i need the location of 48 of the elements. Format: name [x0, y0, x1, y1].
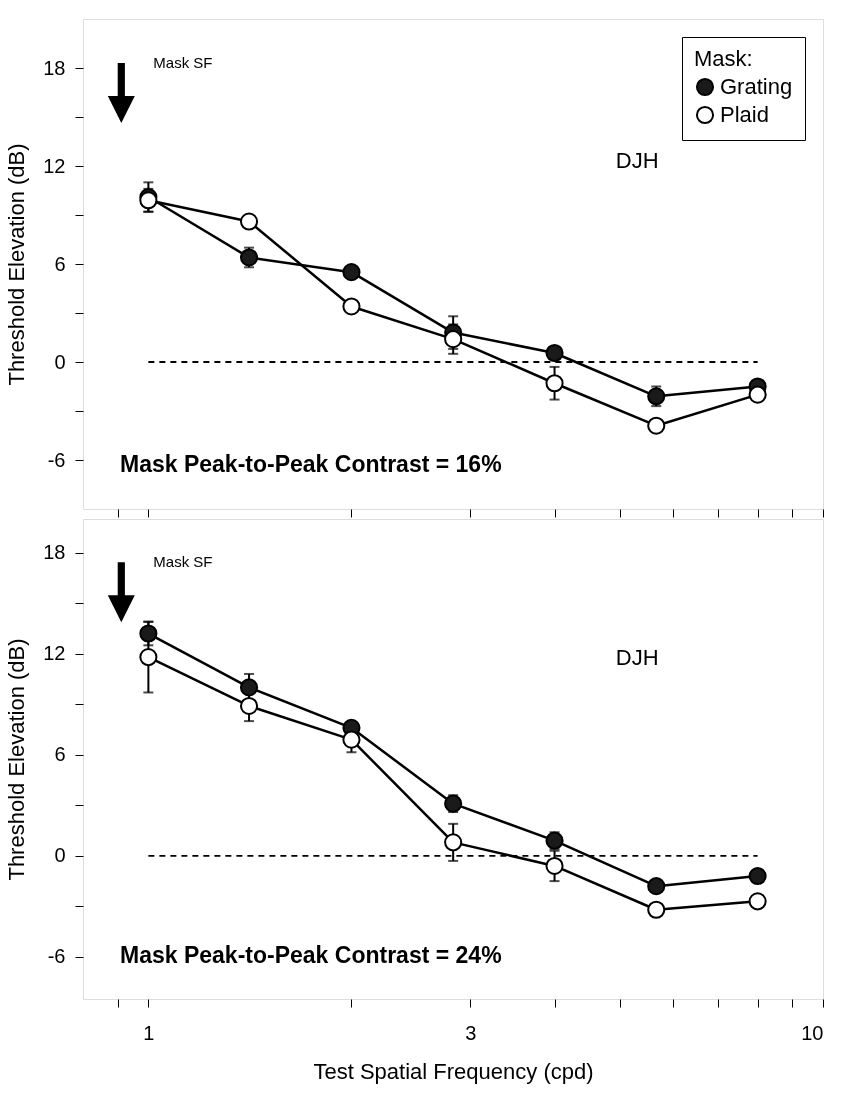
point [239, 678, 259, 697]
point [239, 212, 259, 231]
y-tick-label: 6 [54, 743, 66, 766]
x-tick-label: 1 [143, 1021, 155, 1044]
point [647, 877, 666, 896]
y-tick-label: 12 [43, 154, 66, 177]
point [748, 892, 767, 911]
annotation: Mask Peak-to-Peak Contrast = 16% [120, 450, 502, 477]
legend-label: Plaid [720, 102, 769, 127]
point [545, 374, 564, 393]
point [545, 343, 564, 363]
y-tick-label: 18 [43, 541, 66, 564]
point [647, 900, 666, 919]
point [444, 330, 463, 349]
y-tick-label: 0 [54, 844, 66, 867]
point [342, 263, 361, 282]
annotation: DJH [615, 148, 659, 174]
annotation: Mask Peak-to-Peak Contrast = 24% [120, 941, 502, 968]
point [647, 387, 666, 406]
y-tick-label: -6 [47, 448, 66, 471]
y-tick-label: 18 [43, 56, 66, 79]
legend-title: Mask: [694, 46, 753, 71]
point [342, 730, 361, 749]
x-axis-title: Test Spatial Frequency (cpd) [313, 1058, 594, 1084]
point [239, 696, 259, 715]
point [239, 248, 259, 267]
point [139, 648, 158, 667]
point [444, 833, 463, 852]
point [545, 831, 564, 850]
annotation: Mask SF [153, 553, 213, 571]
point [139, 624, 158, 643]
y-tick-label: 6 [54, 252, 66, 275]
x-tick-label: 3 [465, 1021, 477, 1044]
y-tick-label: -6 [47, 945, 66, 968]
point [342, 297, 361, 316]
x-tick-label: 10 [801, 1021, 824, 1044]
y-tick-label: 12 [43, 642, 66, 665]
point [545, 856, 564, 875]
y-tick-label: 0 [54, 350, 66, 373]
point [444, 794, 463, 813]
point [647, 416, 666, 435]
point [748, 385, 767, 404]
annotation: Mask SF [153, 54, 213, 72]
annotation: DJH [615, 645, 659, 671]
point [748, 867, 767, 886]
y-axis-title: Threshold Elevation (dB) [4, 638, 30, 881]
y-axis-title: Threshold Elevation (dB) [4, 143, 30, 386]
legend-label: Grating [720, 74, 793, 99]
